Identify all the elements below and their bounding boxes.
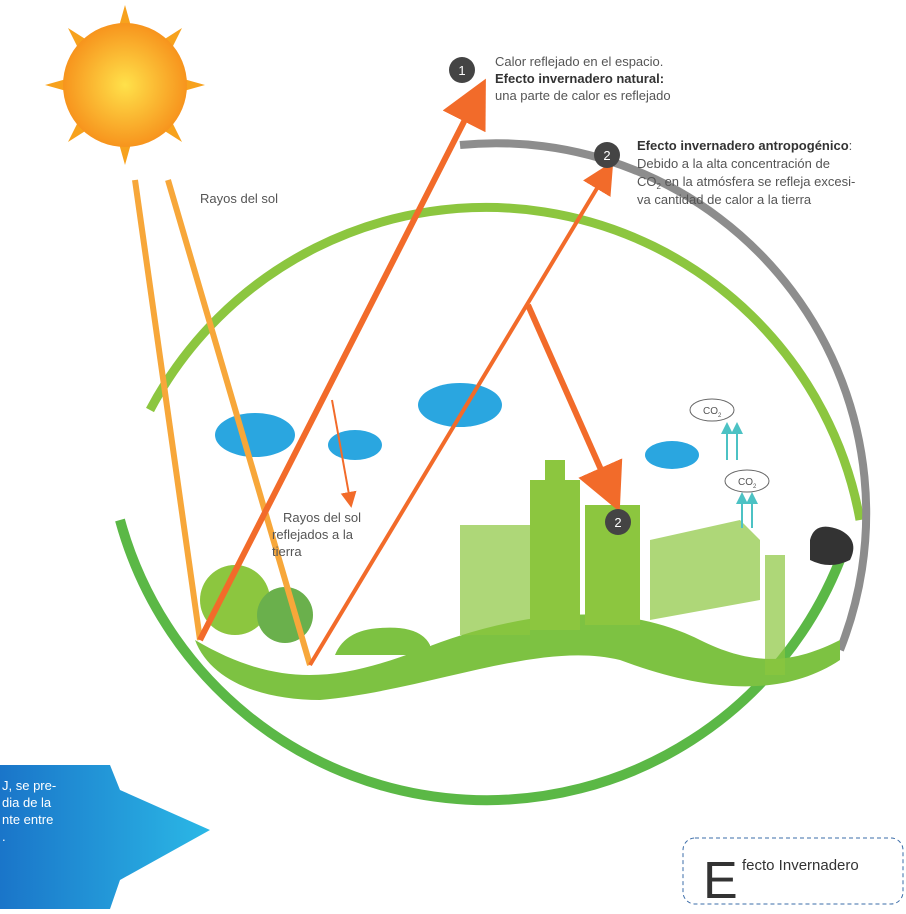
callout-heading: Efecto invernadero natural:: [495, 71, 664, 86]
infographic: 1 Calor reflejado en el espacio. Efecto …: [0, 0, 906, 909]
callout-text: Calor reflejado en el espacio.: [495, 54, 663, 69]
heading: Efecto invernadero antropogénico: [637, 138, 849, 153]
title: fecto Invernadero: [742, 857, 859, 874]
label: Rayos del sol: [283, 510, 361, 525]
label: Rayos del sol: [200, 191, 278, 206]
callout-text: CO2 en la atmósfera se refleja excesi-: [637, 174, 855, 191]
arrow: [200, 100, 475, 640]
clouds: [215, 383, 699, 469]
initial: E: [703, 852, 738, 909]
text: en la atmósfera se refleja excesi-: [661, 174, 855, 189]
side-text: .: [2, 829, 6, 844]
side-text: dia de la: [2, 795, 52, 810]
car: [335, 628, 430, 655]
callout-heading: Efecto invernadero antropogénico:: [637, 138, 852, 153]
badge-number: 2: [603, 148, 610, 163]
smoke: [810, 527, 853, 565]
co: CO: [637, 174, 657, 189]
callout-text: una parte de calor es reflejado: [495, 88, 671, 103]
callout-text: va cantidad de calor a la tierra: [637, 192, 812, 207]
arrow: [528, 305, 610, 490]
sun: [45, 5, 205, 165]
side-text: nte entre: [2, 812, 53, 827]
tree: [257, 587, 313, 643]
badge-number: 1: [458, 63, 465, 78]
badge-number: 2: [614, 515, 621, 530]
colon: :: [849, 138, 853, 153]
co: CO: [703, 406, 718, 417]
label: reflejados a la: [272, 527, 354, 542]
label: tierra: [272, 544, 302, 559]
side-text: J, se pre-: [2, 778, 56, 793]
callout-text: Debido a la alta concentración de: [637, 156, 830, 171]
co: CO: [738, 477, 753, 488]
page: 1 Calor reflejado en el espacio. Efecto …: [0, 0, 906, 909]
